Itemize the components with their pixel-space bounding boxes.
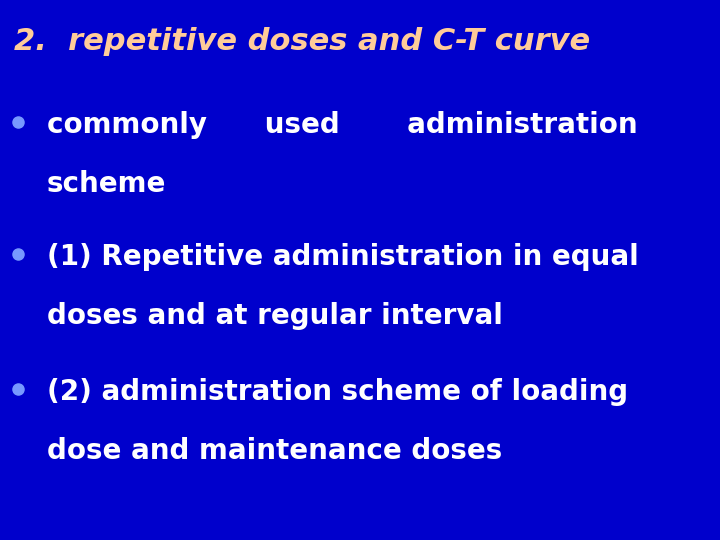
- Text: doses and at regular interval: doses and at regular interval: [47, 302, 503, 330]
- Text: scheme: scheme: [47, 170, 166, 198]
- Text: (2) administration scheme of loading: (2) administration scheme of loading: [47, 378, 628, 406]
- Text: 2.  repetitive doses and C-T curve: 2. repetitive doses and C-T curve: [14, 27, 590, 56]
- Text: commonly      used       administration: commonly used administration: [47, 111, 637, 139]
- Text: (1) Repetitive administration in equal: (1) Repetitive administration in equal: [47, 243, 639, 271]
- Text: dose and maintenance doses: dose and maintenance doses: [47, 437, 502, 465]
